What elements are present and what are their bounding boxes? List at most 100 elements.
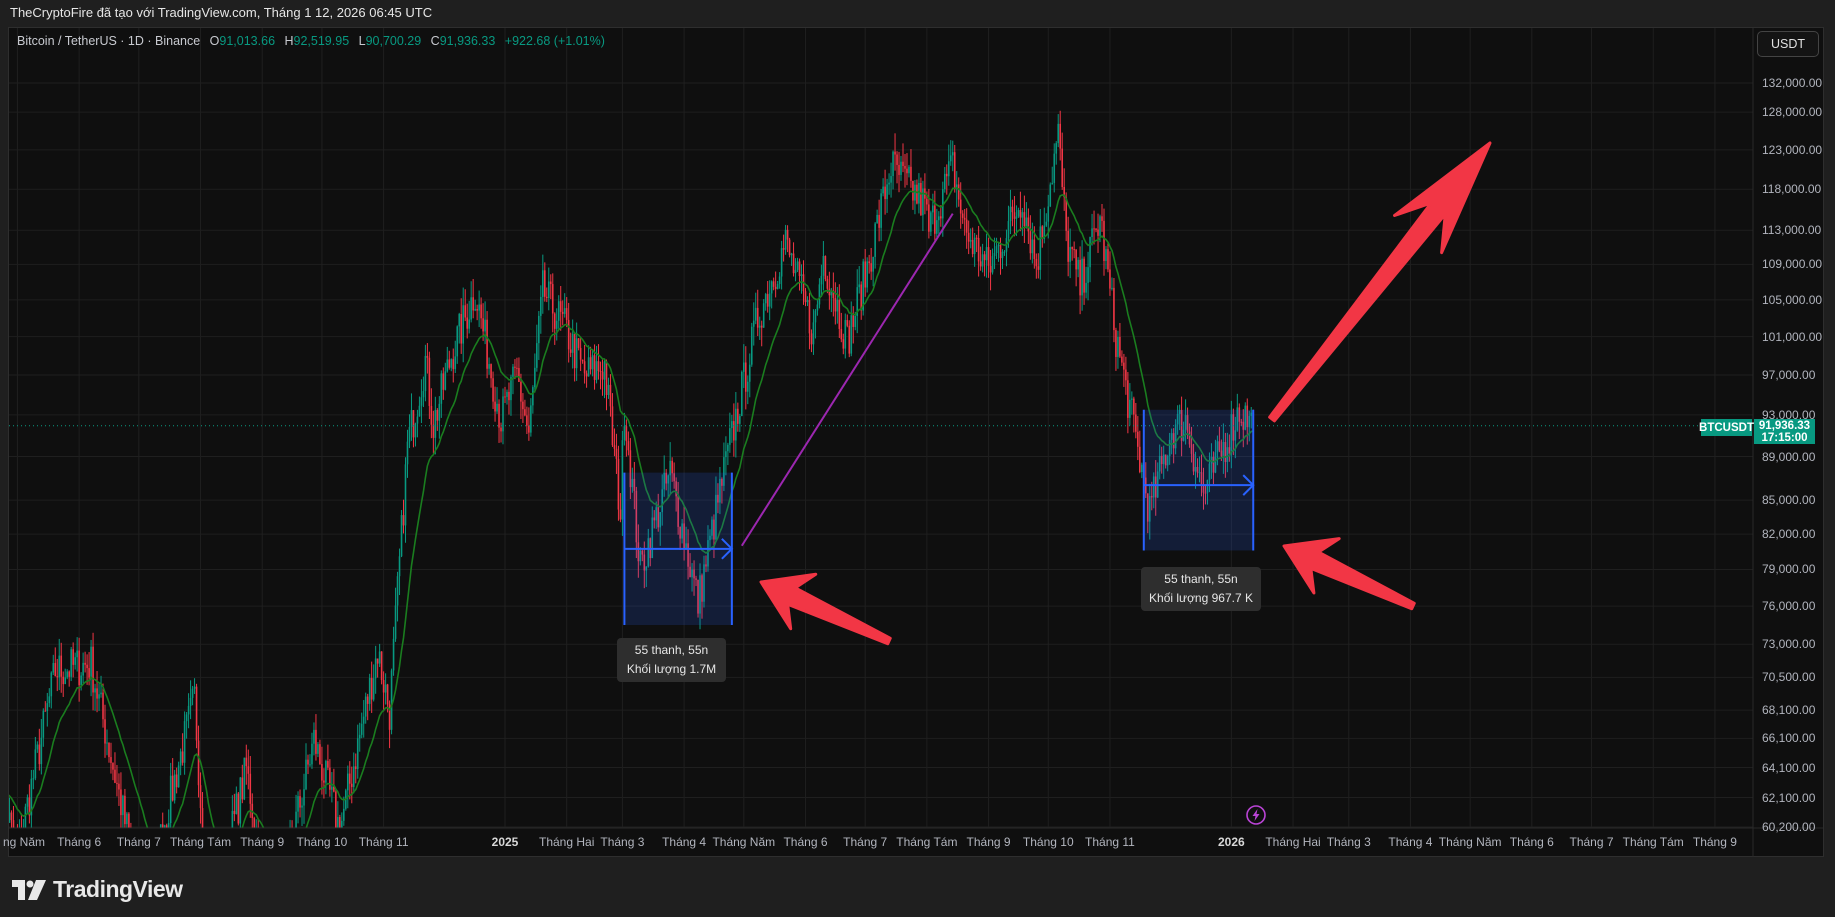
time-tick: Tháng Tám — [1622, 835, 1684, 849]
candle-body — [583, 361, 586, 374]
candle-body — [440, 373, 443, 404]
title-bar: TheCryptoFire đã tạo với TradingView.com… — [10, 5, 433, 20]
lightning-icon[interactable] — [1246, 805, 1266, 825]
candle-body — [1190, 444, 1193, 454]
candle-body — [372, 678, 375, 700]
candle-body — [770, 281, 773, 294]
candle-body — [212, 911, 214, 913]
candle-body — [32, 778, 35, 780]
candle-body — [1141, 464, 1143, 473]
candle-body — [378, 651, 381, 664]
candle-body — [828, 288, 831, 296]
candle-body — [122, 795, 124, 816]
candle-body — [416, 416, 419, 424]
candle-body — [739, 416, 741, 424]
candle-body — [975, 237, 978, 239]
last-price-tag: 91,936.33 17:15:00 — [1754, 419, 1815, 444]
candle-body — [685, 543, 687, 550]
candle-body — [283, 860, 285, 868]
candle-body — [1236, 407, 1239, 431]
candle-body — [420, 397, 423, 406]
candle-body — [96, 688, 98, 699]
candle-body — [1196, 466, 1199, 473]
candle-body — [916, 184, 918, 204]
candle-body — [504, 396, 506, 398]
candle-body — [750, 326, 753, 365]
candle-body — [530, 405, 532, 433]
candle-body — [1093, 228, 1095, 230]
candle-body — [842, 339, 845, 349]
price-tick: 113,000.00 — [1762, 223, 1822, 238]
candle-body — [878, 214, 880, 228]
candle-body — [943, 173, 946, 190]
candle-body — [679, 526, 681, 539]
candle-body — [850, 315, 853, 354]
time-tick: Tháng Tám — [896, 835, 958, 849]
candle-body — [577, 338, 580, 348]
candle-body — [838, 299, 841, 329]
candle-body — [820, 275, 823, 285]
candle-body — [1079, 259, 1081, 296]
candle-body — [735, 408, 737, 441]
logo-text: TradingView — [53, 876, 183, 902]
candle-body — [613, 445, 616, 449]
time-tick: Tháng 7 — [116, 835, 161, 849]
candle-body — [902, 161, 904, 167]
candle-body — [480, 304, 482, 319]
candle-body — [647, 538, 650, 567]
candle-body — [325, 761, 327, 783]
candle-body — [619, 509, 622, 520]
candle-body — [1057, 123, 1060, 144]
candle-body — [323, 780, 325, 783]
price-tick: 123,000.00 — [1762, 142, 1823, 157]
candle-body — [675, 481, 677, 497]
candle-body — [191, 688, 194, 698]
candle-body — [1099, 216, 1101, 236]
candle-body — [981, 254, 984, 267]
time-tick: 2025 — [491, 835, 519, 849]
tradingview-logo[interactable]: TradingView — [12, 876, 183, 903]
symbol-name[interactable]: Bitcoin / TetherUS · 1D · Binance — [17, 34, 201, 48]
candle-body — [776, 284, 779, 289]
candle-body — [824, 256, 827, 280]
candle-body — [255, 828, 257, 831]
candle-body — [538, 315, 540, 344]
candle-body — [88, 668, 90, 678]
candle-body — [161, 824, 164, 828]
candle-body — [1043, 225, 1046, 239]
candle-body — [1240, 421, 1243, 423]
candle-body — [880, 193, 882, 228]
candle-body — [780, 248, 783, 277]
candle-body — [1047, 206, 1050, 222]
annotation-arrow — [1282, 537, 1416, 611]
candle-body — [317, 744, 319, 754]
candle-body — [1041, 226, 1044, 239]
candle-body — [472, 297, 474, 311]
candle-body — [124, 795, 126, 825]
candle-body — [216, 897, 218, 908]
candle-body — [352, 766, 355, 787]
candle-body — [442, 373, 445, 390]
candle-body — [1097, 229, 1099, 236]
candle-body — [1150, 495, 1153, 498]
candle-body — [452, 359, 455, 370]
candle-body — [697, 579, 699, 614]
candle-body — [478, 304, 480, 311]
candle-body — [945, 173, 948, 177]
candle-body — [226, 846, 228, 871]
candle-body — [677, 496, 679, 527]
price-tick: 93,000.00 — [1762, 407, 1816, 422]
candle-body — [1073, 249, 1075, 251]
candle-body — [762, 303, 765, 328]
price-tick: 89,000.00 — [1762, 449, 1816, 464]
candle-body — [1113, 287, 1115, 331]
drawings — [623, 141, 1492, 646]
chart-panel[interactable] — [8, 27, 1824, 857]
candle-body — [526, 415, 528, 426]
currency-button[interactable]: USDT — [1757, 31, 1819, 57]
price-tick: 105,000.00 — [1762, 292, 1823, 307]
candle-body — [118, 783, 120, 790]
candle-body — [1045, 221, 1048, 226]
candle-body — [1234, 430, 1237, 441]
